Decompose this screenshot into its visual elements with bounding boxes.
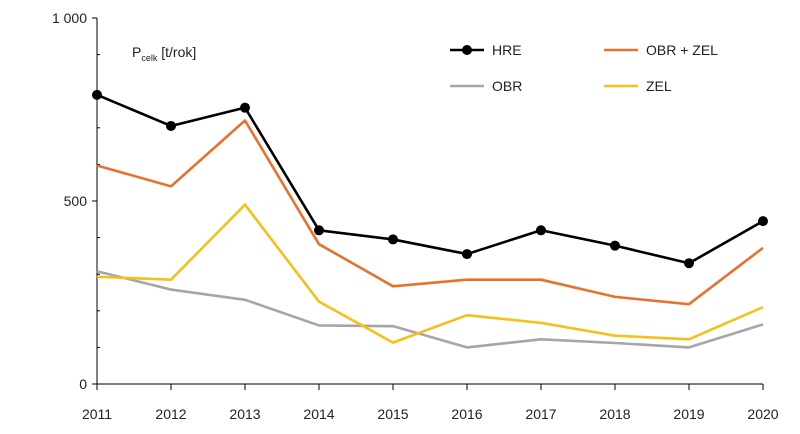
legend-label-obr: OBR [492,78,522,94]
y-axis-label-main: P [132,44,141,60]
x-tick-label: 2016 [451,406,482,422]
series-line-zel [96,203,764,344]
y-axis-label-unit: [t/rok] [157,44,196,60]
legend: HRE OBR + ZEL OBR ZEL [450,42,718,94]
data-point-hre [610,240,620,251]
series-line-hre [96,93,764,265]
legend-label-obr-zel: OBR + ZEL [646,42,718,58]
x-tick-label: 2013 [229,406,260,422]
legend-marker-hre [462,45,472,55]
y-tick-label: 0 [79,376,87,392]
x-tick-label: 2012 [155,406,186,422]
data-point-hre [758,216,768,227]
data-point-hre [240,102,250,113]
data-point-hre [314,225,324,236]
x-tick-label: 2017 [525,406,556,422]
x-tick-label: 2011 [82,406,112,422]
data-point-hre [92,89,102,100]
y-axis-label: Pcelk [t/rok] [132,44,196,63]
series-layer [92,89,768,349]
y-axis-label-subscript: celk [141,53,158,63]
data-point-hre [166,120,176,131]
x-tick-label: 2018 [599,406,630,422]
axes: 0 500 1 000 2011 2012 2013 2014 2015 2016 2017 201… [52,10,779,422]
data-point-hre [536,225,546,236]
y-tick-label: 1 000 [52,10,87,26]
x-tick-label: 2014 [303,406,334,422]
series-line-obr-zel [96,119,764,306]
x-tick-label: 2020 [747,406,778,422]
y-tick-label: 500 [64,193,88,209]
x-tick-label: 2019 [673,406,704,422]
legend-label-zel: ZEL [646,78,672,94]
data-point-hre [684,258,694,269]
data-point-hre [388,234,398,245]
data-point-hre [462,249,472,260]
series-line-obr [96,270,764,349]
x-tick-label: 2015 [377,406,408,422]
legend-label-hre: HRE [492,42,522,58]
